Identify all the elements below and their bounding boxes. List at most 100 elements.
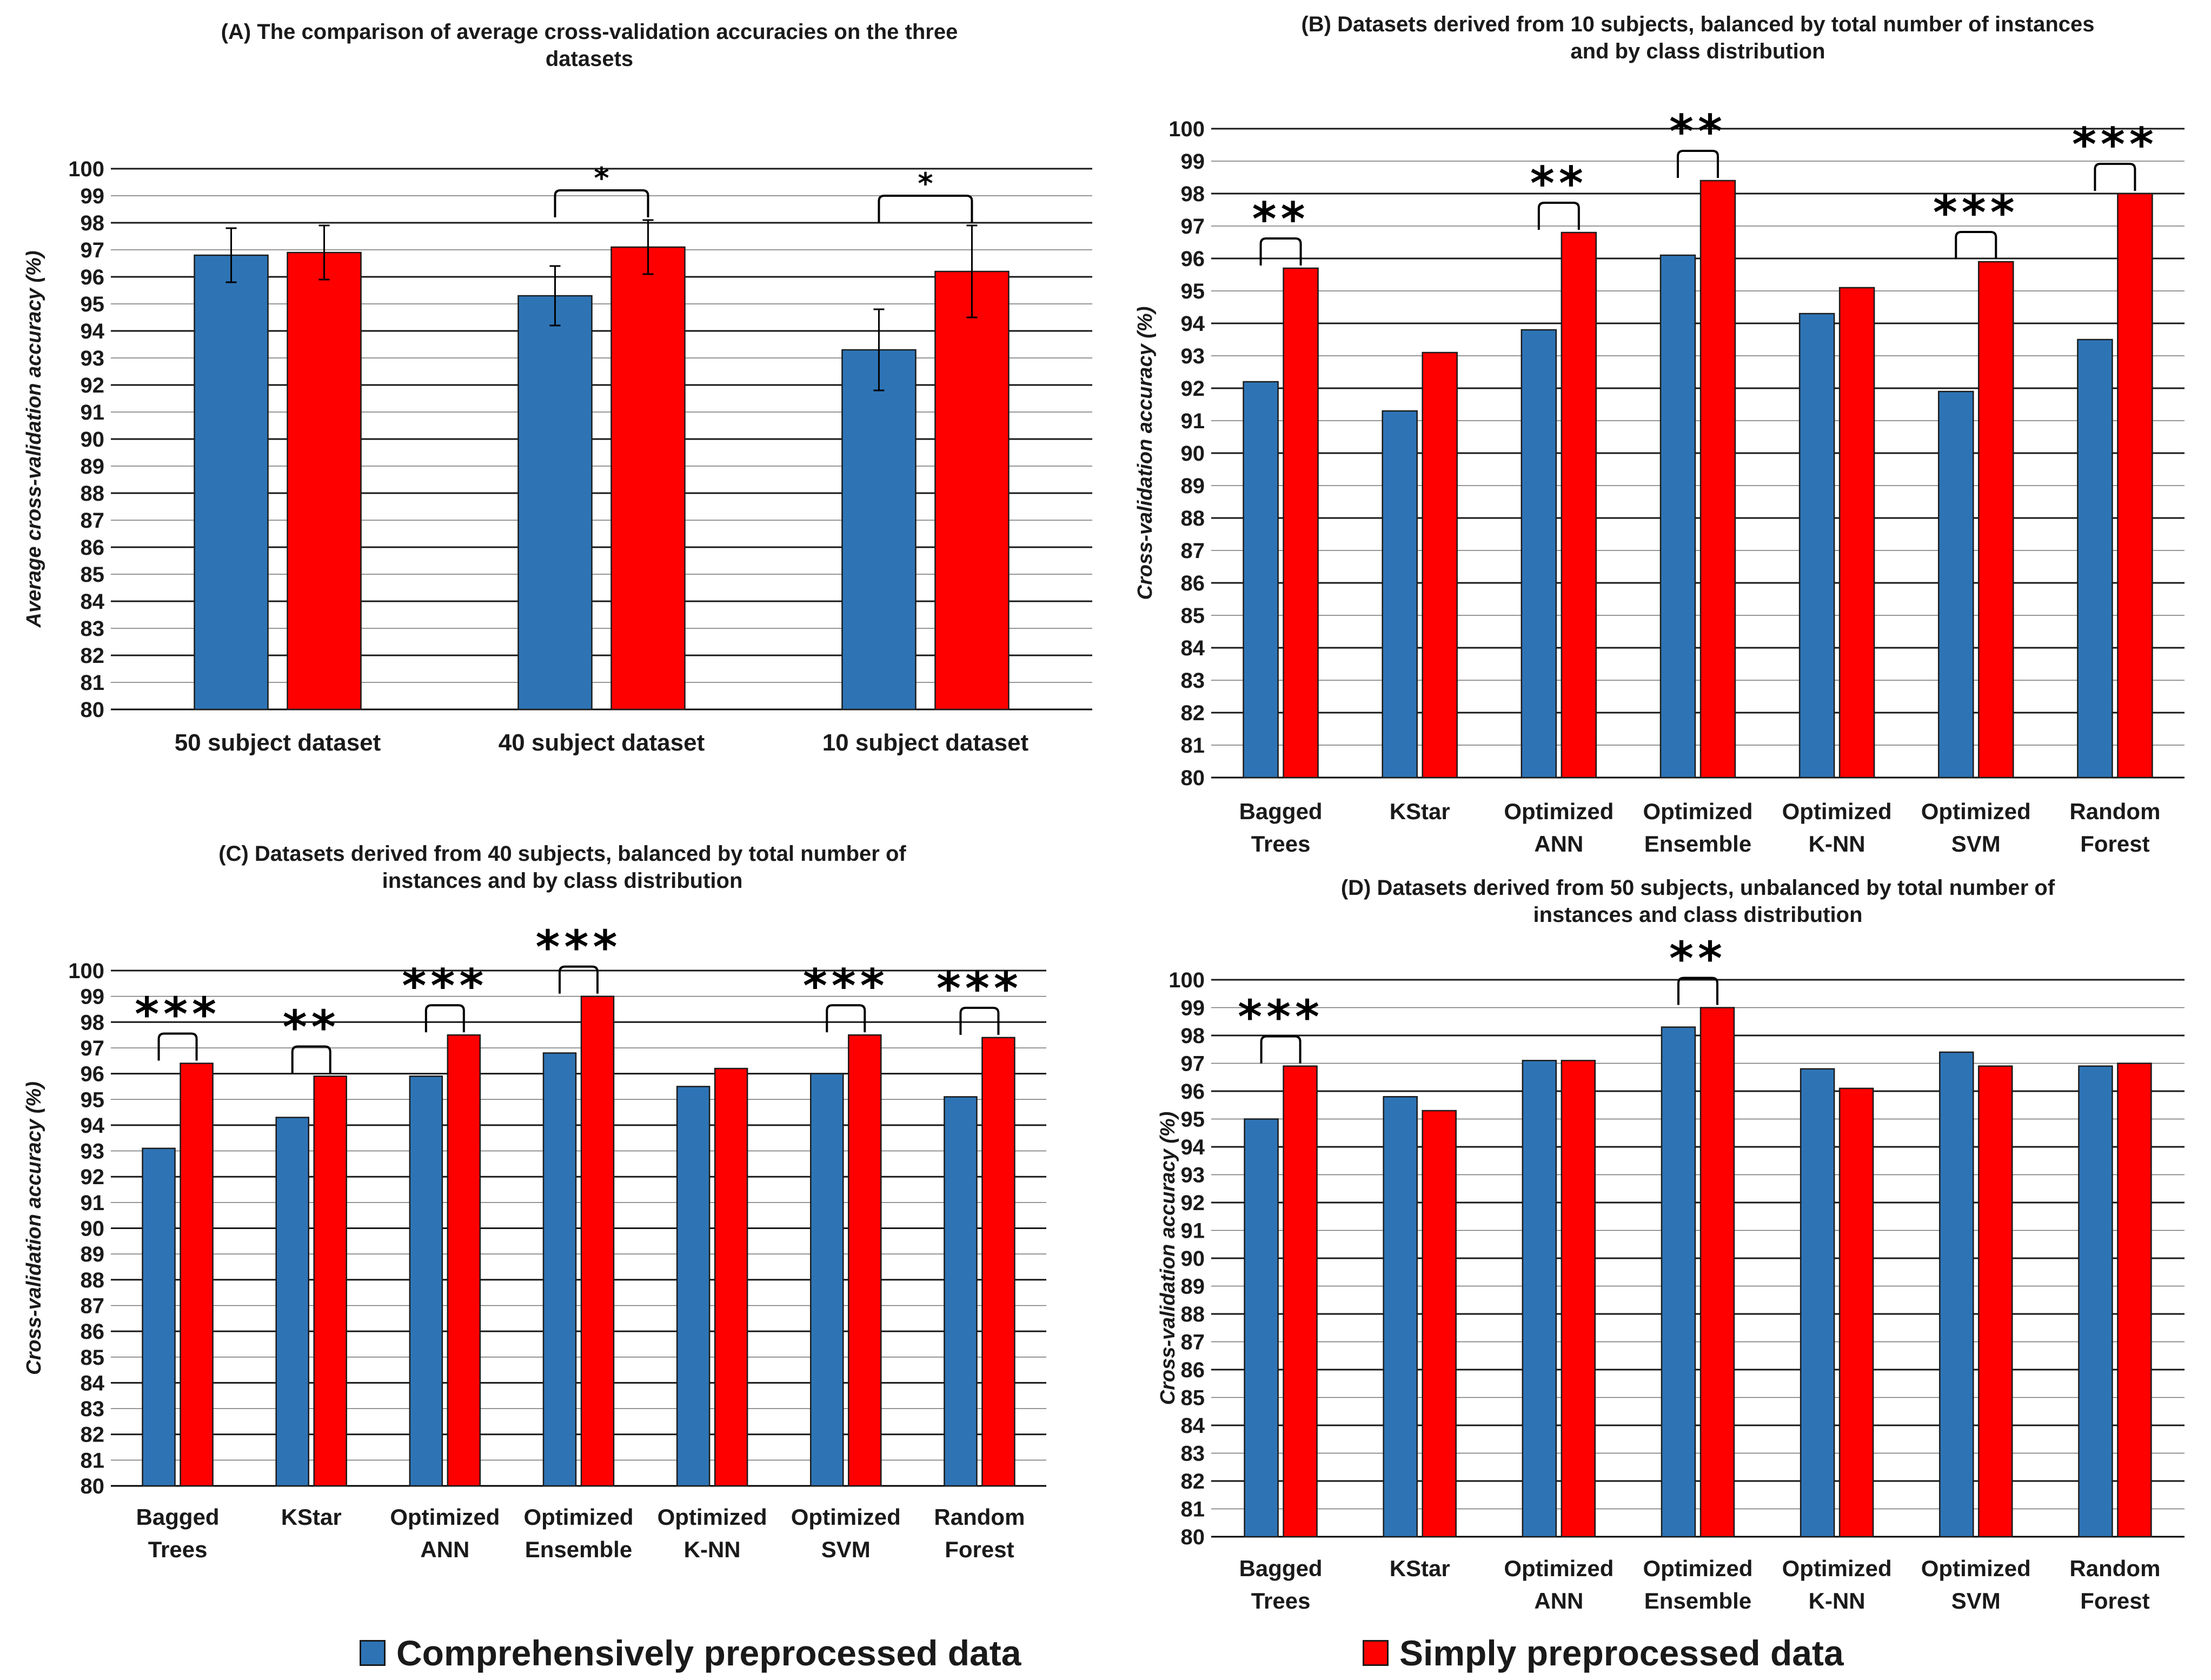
chart-b-bar-comprehensive — [1382, 410, 1418, 779]
chart-b-xtick: Optimized — [1782, 799, 1892, 824]
chart-b-ytick: 100 — [1168, 117, 1205, 141]
chart-d-bar-comprehensive — [1244, 1118, 1279, 1538]
chart-b-xtick: Optimized — [1504, 799, 1614, 824]
chart-c-xtick: Ensemble — [525, 1537, 632, 1562]
chart-b-ytick: 86 — [1181, 572, 1205, 595]
chart-d-bar-simple — [1561, 1060, 1596, 1538]
chart-c-bar-comprehensive — [275, 1117, 309, 1487]
legend-swatch-simple — [1363, 1640, 1389, 1666]
chart-d-xtick: Random — [2069, 1556, 2160, 1581]
chart-b-bar-simple — [1978, 261, 2014, 779]
chart-b-bar-simple — [1422, 351, 1458, 779]
chart-c-sig-bracket — [959, 1006, 1000, 1035]
chart-a-ytick: 98 — [81, 211, 105, 235]
chart-b-sig-bracket — [1259, 237, 1302, 265]
chart-a-ytick: 95 — [81, 293, 105, 316]
chart-b-bar-simple — [1699, 180, 1736, 779]
chart-c-bar-comprehensive — [542, 1052, 577, 1487]
chart-d-xtick: Optimized — [1504, 1556, 1614, 1581]
chart-c-bar-simple — [848, 1034, 882, 1487]
chart-d-bar-comprehensive — [2078, 1065, 2113, 1538]
chart-a-sig-bracket — [554, 189, 649, 217]
chart-b-xtick: Random — [2069, 799, 2160, 824]
chart-b-bar-comprehensive — [2077, 338, 2113, 779]
figure-canvas: (A) The comparison of average cross-vali… — [23, 12, 2185, 1613]
chart-d-bar-simple — [1978, 1065, 2013, 1538]
chart-a-ytick: 97 — [81, 238, 105, 262]
chart-a-ytick: 90 — [81, 428, 105, 451]
chart-d-xtick: Ensemble — [1644, 1588, 1751, 1613]
chart-b-ytick: 84 — [1181, 636, 1205, 660]
chart-d-bar-simple — [1283, 1065, 1318, 1538]
chart-d-bar-comprehensive — [1522, 1060, 1557, 1538]
chart-a-title-line: datasets — [546, 47, 633, 71]
chart-b-ytick: 99 — [1181, 150, 1205, 174]
panel-b: (B) Datasets derived from 10 subjects, b… — [1134, 12, 2185, 856]
chart-c-xtick: Optimized — [523, 1504, 633, 1530]
chart-c-xtick: Forest — [945, 1537, 1014, 1562]
chart-c-ytick: 86 — [81, 1320, 105, 1344]
chart-a-bar-simple — [610, 246, 686, 710]
chart-a-sig-label: * — [918, 167, 933, 201]
chart-c-xtick: ANN — [420, 1537, 469, 1562]
chart-a-ytick: 84 — [81, 590, 105, 614]
chart-c-xtick: KStar — [281, 1504, 342, 1530]
chart-c-xtick: Optimized — [658, 1504, 767, 1530]
chart-c-ytick: 90 — [81, 1217, 105, 1241]
chart-c-ytick: 98 — [81, 1011, 105, 1034]
chart-d-ytick: 93 — [1181, 1164, 1205, 1187]
chart-b-ytick: 91 — [1181, 409, 1205, 433]
chart-c-ytick: 100 — [68, 959, 104, 983]
chart-a-ytick: 83 — [81, 617, 105, 641]
chart-a-xtick: 40 subject dataset — [499, 729, 705, 756]
chart-a-ylabel: Average cross-validation accuracy (%) — [23, 251, 45, 628]
chart-d-bar-simple — [1699, 1007, 1735, 1538]
chart-b-ytick: 98 — [1181, 182, 1205, 206]
chart-c-ytick: 91 — [81, 1191, 105, 1215]
chart-a-ytick: 89 — [81, 455, 105, 479]
chart-d-bar-simple — [2117, 1063, 2152, 1538]
chart-d-ytick: 97 — [1181, 1052, 1205, 1076]
panel-d: (D) Datasets derived from 50 subjects, u… — [1157, 876, 2185, 1613]
chart-d-xtick: Optimized — [1643, 1556, 1752, 1581]
chart-c-ytick: 83 — [81, 1397, 105, 1421]
chart-b-ytick: 93 — [1181, 344, 1205, 368]
chart-d-ytick: 95 — [1181, 1108, 1205, 1132]
chart-b-bar-comprehensive — [1659, 254, 1696, 779]
chart-b-xtick: Bagged — [1239, 799, 1323, 824]
chart-a-ytick: 80 — [81, 698, 105, 722]
chart-c-sig-bracket — [559, 965, 599, 994]
chart-a-ytick: 82 — [81, 644, 105, 668]
chart-c-ytick: 82 — [81, 1423, 105, 1447]
chart-b-sig-bracket — [1955, 231, 1997, 259]
chart-c-title-line: instances and by class distribution — [382, 869, 743, 893]
chart-c-title-line: (C) Datasets derived from 40 subjects, b… — [218, 842, 906, 866]
legend-comprehensive: Comprehensively preprocessed data — [360, 1629, 1021, 1677]
chart-b-sig-bracket — [1537, 202, 1580, 230]
legend-label-simple: Simply preprocessed data — [1399, 1633, 1844, 1673]
chart-c-sig-bracket — [291, 1045, 331, 1074]
chart-d-title-line: instances and class distribution — [1533, 903, 1862, 927]
chart-b-sig-label: *** — [2072, 118, 2158, 172]
chart-c-ytick: 93 — [81, 1140, 105, 1164]
chart-b-ytick: 95 — [1181, 280, 1205, 303]
chart-a-ytick: 91 — [81, 401, 105, 424]
chart-d-ytick: 94 — [1181, 1136, 1205, 1159]
chart-c-sig-label: *** — [402, 959, 488, 1013]
chart-c-xtick: Optimized — [390, 1504, 500, 1530]
chart-c-xtick: SVM — [821, 1537, 871, 1562]
chart-b-sig-label: ** — [1669, 105, 1727, 159]
panel-a: (A) The comparison of average cross-vali… — [23, 20, 1092, 756]
chart-c-ytick: 96 — [81, 1063, 105, 1086]
chart-b-ytick: 89 — [1181, 474, 1205, 498]
chart-a-ytick: 88 — [81, 482, 105, 506]
chart-c-xtick: Random — [934, 1504, 1025, 1530]
chart-d-xtick: SVM — [1951, 1588, 2001, 1613]
chart-d-xtick: Trees — [1251, 1588, 1311, 1613]
chart-a-xtick: 10 subject dataset — [822, 729, 1029, 756]
chart-a-ytick: 87 — [81, 509, 105, 533]
chart-c-ytick: 99 — [81, 985, 105, 1009]
chart-c-xtick: K-NN — [684, 1537, 741, 1562]
chart-d-ytick: 96 — [1181, 1080, 1205, 1104]
chart-d-ytick: 82 — [1181, 1470, 1205, 1493]
